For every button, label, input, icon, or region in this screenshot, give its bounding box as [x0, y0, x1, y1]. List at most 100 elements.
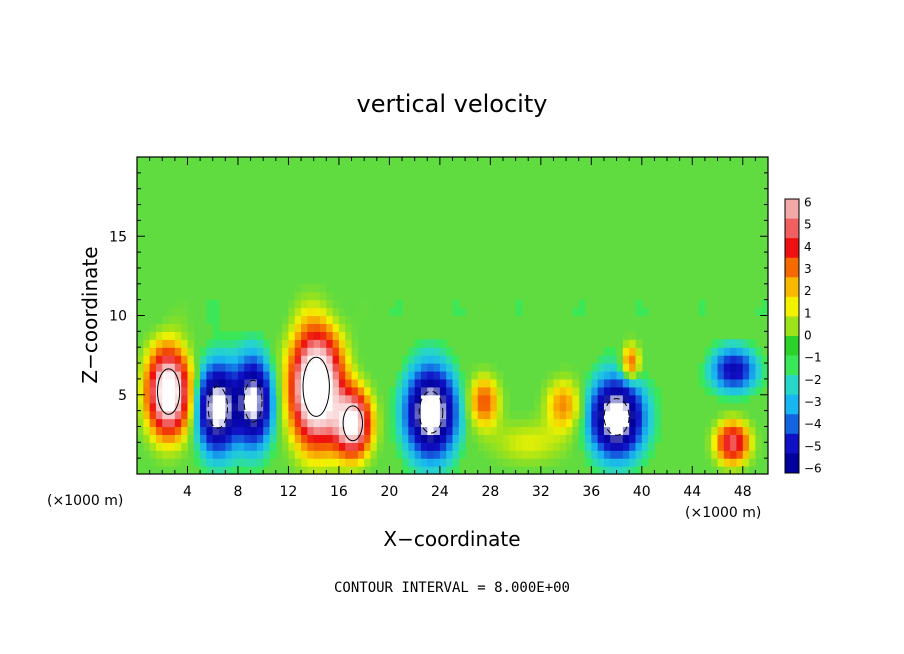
field-cell [294, 418, 302, 428]
field-cell [326, 458, 334, 467]
field-cell [496, 434, 504, 443]
field-cell [704, 347, 712, 356]
field-cell [162, 466, 170, 475]
field-cell [446, 355, 454, 364]
field-cell [200, 394, 208, 404]
field-cell [420, 458, 428, 467]
field-cell [212, 378, 220, 388]
field-cell [755, 347, 763, 356]
field-cell [427, 450, 435, 459]
field-cell [294, 466, 302, 475]
field-cell [206, 442, 214, 451]
field-cell [610, 378, 618, 388]
field-cell [496, 426, 504, 435]
field-cell [502, 386, 510, 396]
field-cell [408, 378, 416, 388]
field-cell [711, 339, 719, 348]
field-cell [219, 418, 226, 428]
field-cell [237, 410, 245, 420]
field-cell [326, 418, 334, 428]
field-cell [219, 378, 226, 388]
field-cell [629, 370, 637, 380]
field-cell [332, 402, 340, 412]
field-cell [275, 347, 283, 356]
field-cell [736, 370, 744, 380]
field-cell [282, 434, 290, 443]
field-cell [155, 355, 163, 364]
field-cell [326, 434, 334, 443]
field-cell [471, 434, 479, 443]
field-cell [370, 466, 378, 475]
field-cell [319, 363, 327, 372]
field-cell [338, 426, 346, 435]
field-cell [181, 426, 189, 435]
field-cell [490, 450, 498, 459]
field-cell [155, 426, 163, 435]
field-cell [288, 434, 296, 443]
colorbar-swatch [785, 414, 799, 435]
field-cell [149, 426, 157, 435]
field-cell [326, 442, 334, 451]
field-cell [301, 434, 308, 443]
field-cell [162, 378, 170, 388]
field-cell [427, 402, 435, 412]
field-cell [187, 402, 195, 412]
field-cell [698, 378, 706, 388]
field-cell [212, 331, 220, 340]
field-cell [250, 402, 258, 412]
y-tick-label: 5 [118, 388, 127, 404]
field-cell [490, 442, 498, 451]
field-cell [742, 355, 750, 364]
field-cell [332, 370, 340, 380]
field-cell [168, 426, 176, 435]
field-cell [585, 450, 592, 459]
field-cell [345, 418, 353, 428]
field-cell [755, 378, 763, 388]
field-cell [572, 418, 580, 428]
field-cell [174, 323, 182, 332]
field-cell [137, 363, 144, 372]
field-cell [244, 394, 252, 404]
field-cell [433, 378, 441, 388]
field-cell [711, 426, 719, 435]
field-cell [294, 458, 302, 467]
field-cell [301, 347, 308, 356]
field-cell [307, 299, 315, 309]
field-cell [206, 347, 214, 356]
field-cell [357, 370, 365, 380]
field-cell [326, 370, 334, 380]
field-cell [496, 458, 504, 467]
y-axis: 5 10 15 [109, 172, 768, 459]
field-cell [597, 363, 605, 372]
field-cell [244, 370, 252, 380]
field-cell [187, 323, 195, 332]
contour-line [302, 356, 330, 417]
field-cell [143, 339, 151, 348]
field-cell [351, 378, 359, 388]
field-cell [446, 418, 454, 428]
field-cell [307, 315, 315, 325]
field-cell [263, 442, 271, 451]
field-cell [439, 402, 447, 412]
field-cell [212, 339, 220, 348]
field-cell [736, 418, 744, 428]
field-cell [471, 410, 479, 420]
contour-line [243, 379, 263, 423]
field-cell [755, 442, 763, 451]
field-cell [635, 355, 643, 364]
field-cell [225, 442, 233, 451]
field-cell [603, 347, 611, 356]
field-cell [736, 339, 744, 348]
field-cell [301, 355, 308, 364]
field-cell [364, 418, 372, 428]
field-cell [364, 442, 372, 451]
field-cell [427, 410, 435, 420]
field-cell [610, 370, 618, 380]
field-cell [181, 315, 189, 325]
field-cell [761, 299, 769, 309]
field-cell [219, 394, 226, 404]
field-cell [307, 283, 315, 293]
field-cell [288, 418, 296, 428]
field-cell [313, 275, 321, 285]
field-cell [338, 442, 346, 451]
